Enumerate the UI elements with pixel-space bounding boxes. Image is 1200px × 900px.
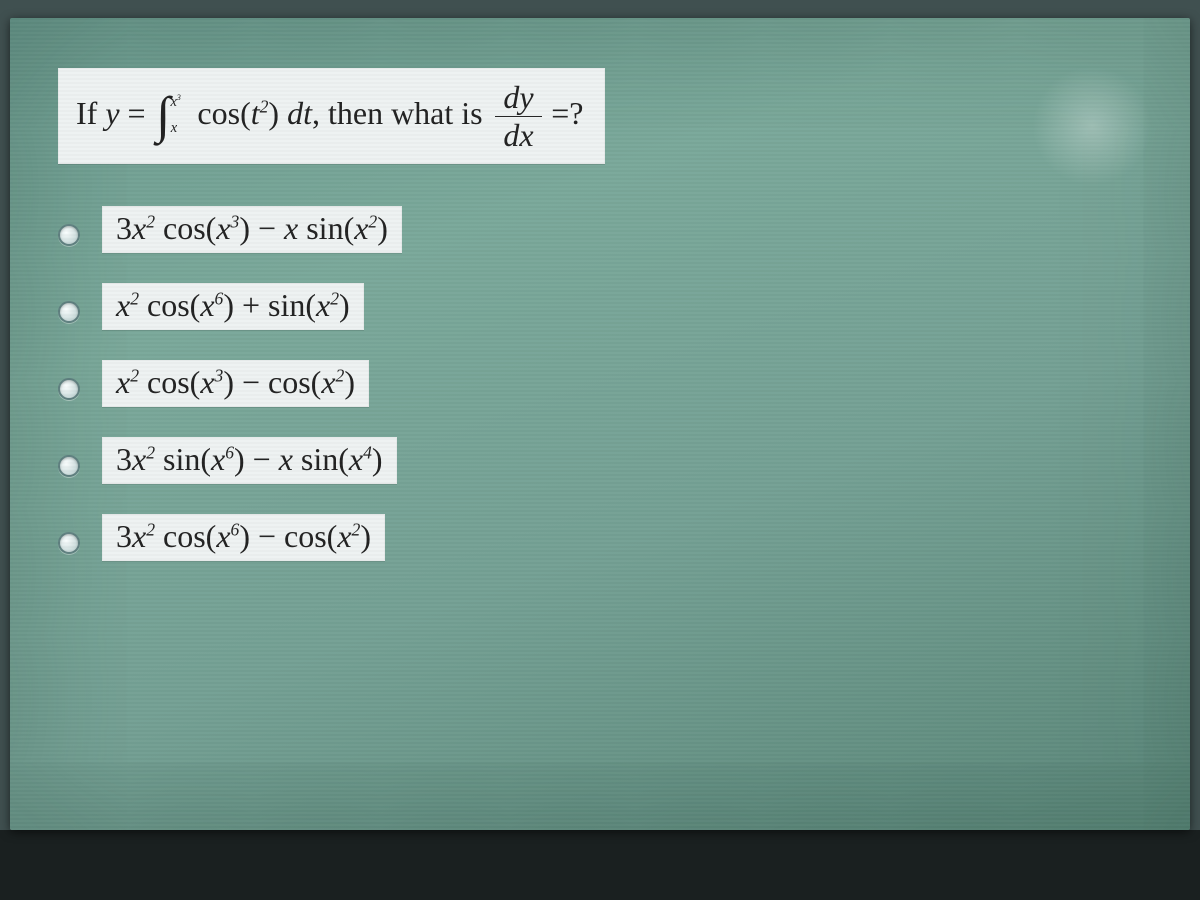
answer-math: 3x2 cos(x3) − x sin(x2)	[116, 210, 388, 246]
photo-bottom-strip	[0, 830, 1200, 900]
answer-radio[interactable]	[58, 532, 80, 554]
dt: dt	[279, 95, 312, 131]
quiz-panel: If y = ∫x3x cos(t2) dt, then what is dyd…	[10, 18, 1190, 830]
answer-option-box[interactable]: x2 cos(x3) − cos(x2)	[102, 360, 369, 407]
answer-list: 3x2 cos(x3) − x sin(x2) x2 cos(x6) + sin…	[58, 206, 1142, 561]
answer-radio[interactable]	[58, 455, 80, 477]
integral-lower: x	[171, 120, 177, 136]
answer-math: x2 cos(x3) − cos(x2)	[116, 364, 355, 400]
answer-row: x2 cos(x6) + sin(x2)	[58, 283, 364, 330]
answer-option-box[interactable]: 3x2 cos(x6) − cos(x2)	[102, 514, 385, 561]
question-lhs: y	[105, 95, 119, 131]
dy-dx-fraction: dydx	[495, 79, 541, 154]
integrand-fn: cos	[197, 95, 240, 131]
answer-radio[interactable]	[58, 301, 80, 323]
answer-row: x2 cos(x3) − cos(x2)	[58, 360, 369, 407]
answer-row: 3x2 sin(x6) − x sin(x4)	[58, 437, 397, 484]
question-box: If y = ∫x3x cos(t2) dt, then what is dyd…	[58, 68, 605, 164]
answer-option-box[interactable]: x2 cos(x6) + sin(x2)	[102, 283, 364, 330]
answer-row: 3x2 cos(x3) − x sin(x2)	[58, 206, 402, 253]
integral-sign: ∫	[156, 87, 170, 144]
answer-radio[interactable]	[58, 378, 80, 400]
equals-sign: =	[120, 95, 154, 131]
answer-math: 3x2 cos(x6) − cos(x2)	[116, 518, 371, 554]
answer-option-box[interactable]: 3x2 sin(x6) − x sin(x4)	[102, 437, 397, 484]
question-mid: , then what is	[312, 95, 491, 131]
answer-radio[interactable]	[58, 224, 80, 246]
question-tail: =?	[551, 95, 583, 131]
integral-upper: x3	[171, 94, 181, 110]
screen-glare	[1032, 66, 1152, 186]
answer-option-box[interactable]: 3x2 cos(x3) − x sin(x2)	[102, 206, 402, 253]
answer-row: 3x2 cos(x6) − cos(x2)	[58, 514, 385, 561]
answer-math: x2 cos(x6) + sin(x2)	[116, 287, 350, 323]
answer-math: 3x2 sin(x6) − x sin(x4)	[116, 441, 383, 477]
question-math: If y = ∫x3x cos(t2) dt, then what is dyd…	[76, 95, 583, 131]
question-prefix: If	[76, 95, 105, 131]
